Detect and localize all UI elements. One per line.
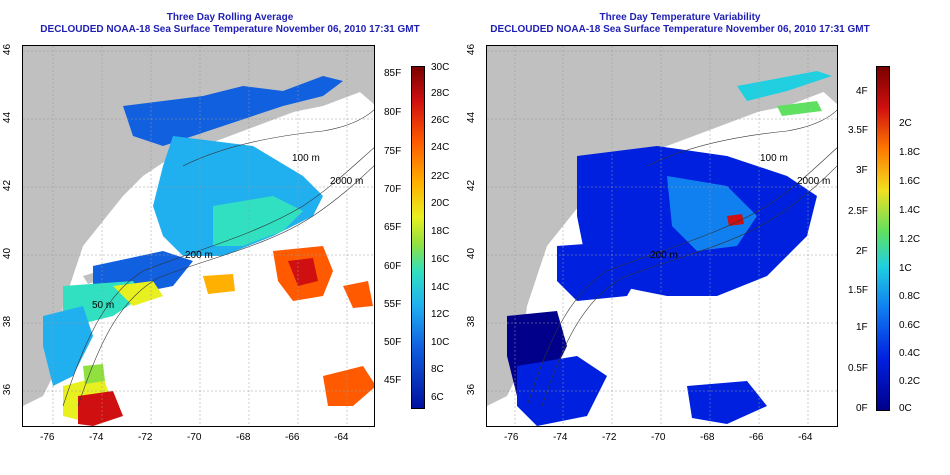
sst-field xyxy=(43,76,374,426)
cbar-c-label: 0.4C xyxy=(899,348,921,359)
cbar-f-label: 85F xyxy=(384,68,402,79)
cbar-f-label: 2.5F xyxy=(848,206,869,217)
y-tick: 38 xyxy=(466,315,478,328)
bathymetry-contours xyxy=(62,109,374,407)
right-map xyxy=(486,45,838,427)
cbar-c-label: 26C xyxy=(431,115,450,126)
cbar-c-label: 1C xyxy=(899,263,912,274)
cbar-f-label: 45F xyxy=(384,375,402,386)
y-tick: 46 xyxy=(2,43,14,56)
variability-field xyxy=(507,71,832,426)
right-title-line2: DECLOUDED NOAA-18 Sea Surface Temperatur… xyxy=(490,24,870,35)
cbar-c-label: 0.6C xyxy=(899,320,921,331)
cbar-c-label: 20C xyxy=(431,198,450,209)
cbar-c-label: 16C xyxy=(431,254,450,265)
left-title-line1: Three Day Rolling Average xyxy=(166,12,294,23)
contour-label: 50 m xyxy=(92,300,115,311)
cbar-f-label: 0F xyxy=(856,403,868,414)
cbar-f-label: 65F xyxy=(384,222,402,233)
cbar-f-label: 60F xyxy=(384,261,402,272)
x-tick: -72 xyxy=(138,432,153,443)
x-tick: -68 xyxy=(236,432,251,443)
bathymetry-contours xyxy=(526,109,837,407)
y-tick: 40 xyxy=(466,247,478,260)
cbar-f-label: 3F xyxy=(856,165,868,176)
cbar-c-label: 24C xyxy=(431,142,450,153)
y-tick: 46 xyxy=(466,43,478,56)
cbar-c-label: 22C xyxy=(431,171,450,182)
right-title: Three Day Temperature Variability DECLOU… xyxy=(470,12,890,36)
left-map xyxy=(22,45,375,427)
graticule xyxy=(23,46,374,426)
cbar-f-label: 50F xyxy=(384,337,402,348)
land-mass xyxy=(487,46,837,406)
land-mass xyxy=(23,46,374,406)
y-tick: 42 xyxy=(466,179,478,192)
x-tick: -66 xyxy=(285,432,300,443)
cbar-c-label: 12C xyxy=(431,309,450,320)
y-tick: 36 xyxy=(466,383,478,396)
cbar-c-label: 0.8C xyxy=(899,291,921,302)
left-title-line2: DECLOUDED NOAA-18 Sea Surface Temperatur… xyxy=(40,24,420,35)
cbar-c-label: 10C xyxy=(431,337,450,348)
x-tick: -64 xyxy=(334,432,349,443)
cbar-c-label: 1.6C xyxy=(899,176,921,187)
cbar-f-label: 55F xyxy=(384,299,402,310)
left-colorbar xyxy=(411,66,425,409)
cbar-f-label: 80F xyxy=(384,107,402,118)
x-tick: -74 xyxy=(553,432,568,443)
x-tick: -66 xyxy=(749,432,764,443)
cbar-c-label: 0C xyxy=(899,403,912,414)
x-tick: -72 xyxy=(602,432,617,443)
x-tick: -70 xyxy=(187,432,202,443)
y-tick: 44 xyxy=(466,111,478,124)
x-tick: -70 xyxy=(651,432,666,443)
cbar-f-label: 70F xyxy=(384,184,402,195)
cbar-c-label: 1.2C xyxy=(899,234,921,245)
cbar-c-label: 6C xyxy=(431,392,444,403)
y-tick: 36 xyxy=(2,383,14,396)
cbar-c-label: 8C xyxy=(431,364,444,375)
y-tick: 38 xyxy=(2,315,14,328)
right-title-line1: Three Day Temperature Variability xyxy=(599,12,761,23)
left-map-svg xyxy=(23,46,374,426)
cbar-c-label: 28C xyxy=(431,88,450,99)
cbar-c-label: 0.2C xyxy=(899,376,921,387)
cbar-f-label: 1.5F xyxy=(848,285,869,296)
contour-label: 100 m xyxy=(292,153,320,164)
cbar-c-label: 18C xyxy=(431,226,450,237)
graticule xyxy=(487,46,837,426)
right-colorbar xyxy=(876,66,890,411)
contour-label: 100 m xyxy=(760,153,788,164)
y-tick: 44 xyxy=(2,111,14,124)
x-tick: -76 xyxy=(40,432,55,443)
cbar-c-label: 2C xyxy=(899,118,912,129)
right-map-svg xyxy=(487,46,837,426)
x-tick: -68 xyxy=(700,432,715,443)
contour-label: 200 m xyxy=(650,250,678,261)
cbar-c-label: 1.8C xyxy=(899,147,921,158)
cbar-f-label: 0.5F xyxy=(848,363,869,374)
cbar-c-label: 1.4C xyxy=(899,205,921,216)
x-tick: -76 xyxy=(504,432,519,443)
left-title: Three Day Rolling Average DECLOUDED NOAA… xyxy=(20,12,440,36)
cbar-f-label: 1F xyxy=(856,322,868,333)
cbar-c-label: 30C xyxy=(431,62,450,73)
cbar-f-label: 3.5F xyxy=(848,125,869,136)
cbar-f-label: 2F xyxy=(856,246,868,257)
y-tick: 40 xyxy=(2,247,14,260)
y-tick: 42 xyxy=(2,179,14,192)
x-tick: -74 xyxy=(89,432,104,443)
contour-label: 200 m xyxy=(185,250,213,261)
cbar-f-label: 75F xyxy=(384,146,402,157)
contour-label: 2000 m xyxy=(330,176,364,187)
cbar-c-label: 14C xyxy=(431,282,450,293)
x-tick: -64 xyxy=(798,432,813,443)
cbar-f-label: 4F xyxy=(856,86,868,97)
contour-label: 2000 m xyxy=(797,176,831,187)
